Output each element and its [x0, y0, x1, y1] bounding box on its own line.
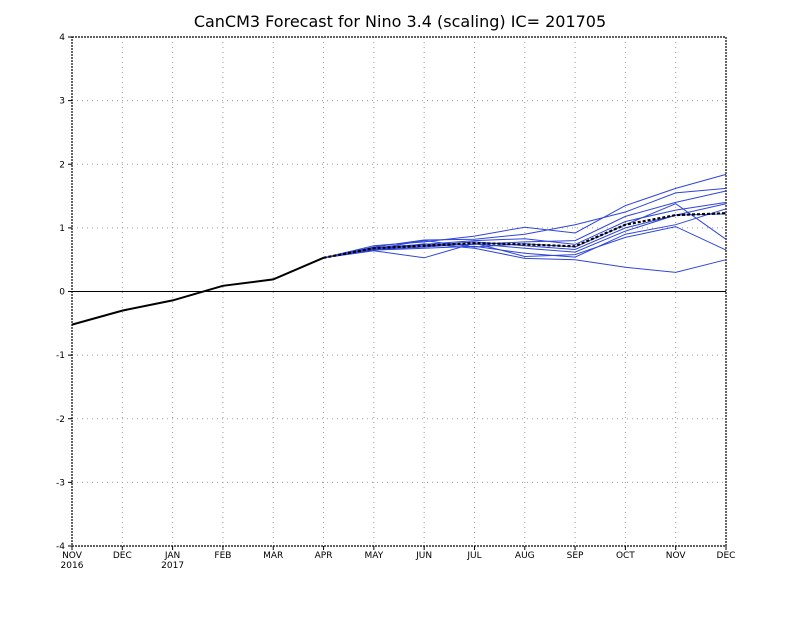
y-tick-label: 1 — [59, 224, 65, 234]
x-tick-label: JUL — [466, 551, 481, 561]
ensemble-mean-line — [323, 212, 727, 259]
observed-line — [71, 256, 324, 326]
x-tick-label: MAR — [263, 551, 283, 561]
ensemble-member-line — [323, 226, 727, 259]
x-tick-label: JUN — [415, 551, 432, 561]
x-tick-label: APR — [315, 551, 333, 561]
x-tick-label: DEC — [717, 551, 736, 561]
series-layer — [71, 173, 727, 326]
x-tick-year-label: 2017 — [161, 561, 184, 571]
y-tick-label: -1 — [56, 351, 65, 361]
x-tick-label: NOV — [62, 551, 83, 561]
x-tick-label: DEC — [113, 551, 132, 561]
x-tick-label: OCT — [616, 551, 635, 561]
chart-title: CanCM3 Forecast for Nino 3.4 (scaling) I… — [194, 12, 606, 31]
y-tick-label: -4 — [56, 542, 65, 552]
x-tick-label: MAY — [364, 551, 383, 561]
x-tick-label: SEP — [567, 551, 584, 561]
y-tick-label: 2 — [59, 160, 65, 170]
y-tick-label: 4 — [59, 33, 65, 43]
x-tick-label: NOV — [666, 551, 687, 561]
ensemble-member-line — [323, 208, 727, 259]
y-tick-label: -2 — [56, 415, 65, 425]
x-tick-year-label: 2016 — [61, 561, 84, 571]
y-tick-label: 0 — [59, 288, 65, 298]
x-tick-label: JAN — [164, 551, 180, 561]
ensemble-member-line — [323, 187, 727, 259]
x-tick-label: FEB — [214, 551, 231, 561]
x-tick-label: AUG — [515, 551, 535, 561]
ensemble-member-line — [323, 213, 727, 259]
y-tick-label: -3 — [56, 478, 65, 488]
y-tick-label: 3 — [59, 97, 65, 107]
